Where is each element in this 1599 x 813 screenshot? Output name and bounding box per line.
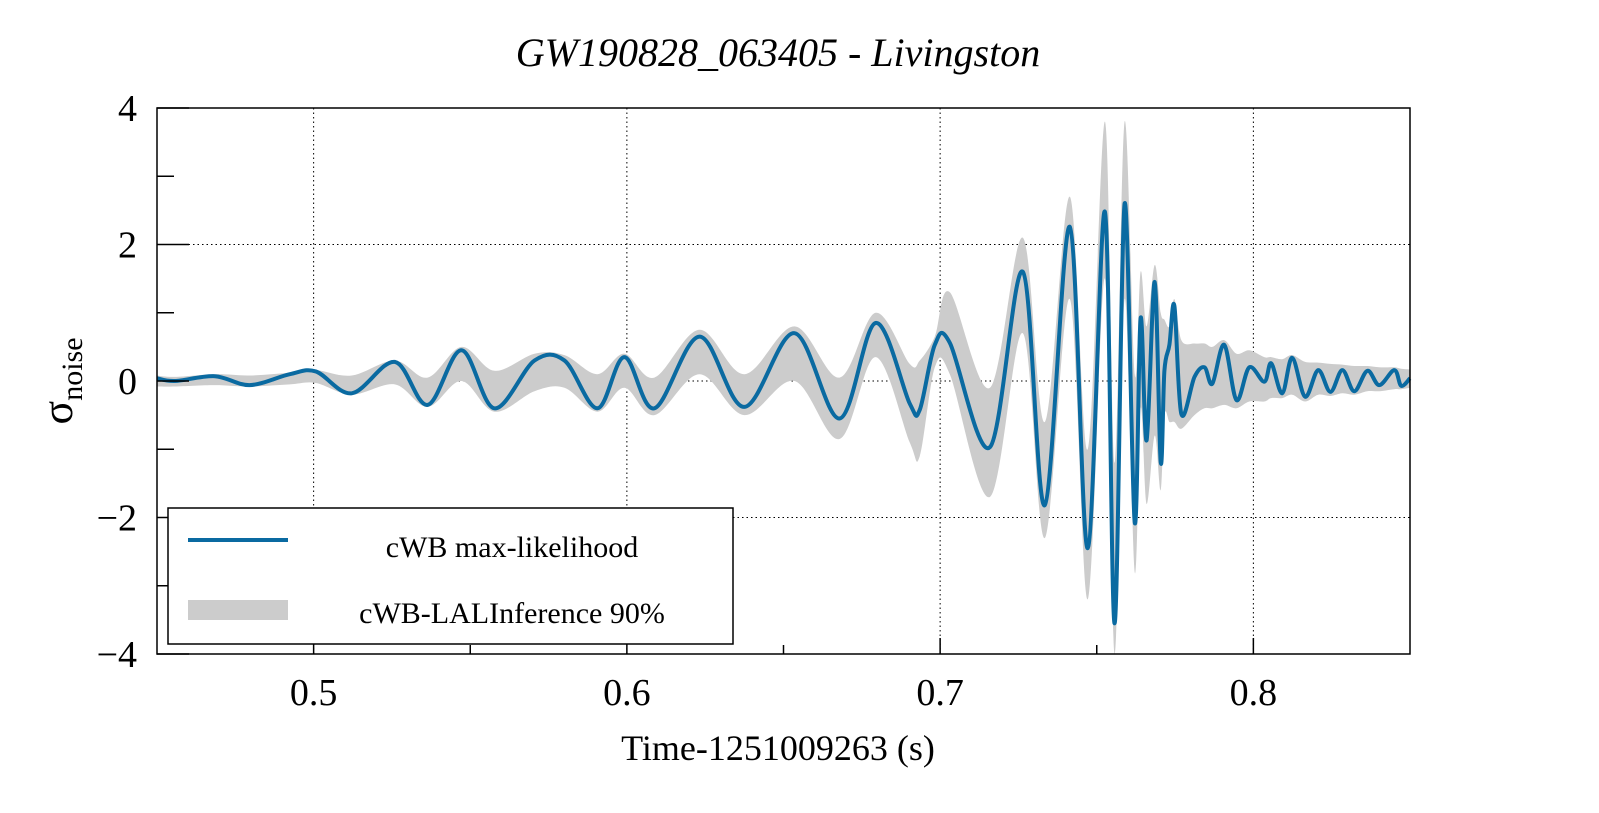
y-tick-label: −2 <box>97 498 137 540</box>
x-tick-label: 0.5 <box>290 672 338 714</box>
legend-box <box>167 507 734 645</box>
y-axis-label-main: σ <box>33 401 82 425</box>
y-tick-labels: 4 2 0 −2 −4 <box>97 88 137 676</box>
svg-text:σnoise: σnoise <box>33 337 89 424</box>
x-axis-label: Time-1251009263 (s) <box>621 728 935 768</box>
legend-label-line: cWB max-likelihood <box>386 531 638 564</box>
legend-label-band: cWB-LALInference 90% <box>359 597 665 630</box>
x-tick-labels: 0.5 0.6 0.7 0.8 <box>290 672 1277 714</box>
y-axis-label-sub: noise <box>56 337 89 400</box>
legend: cWB max-likelihood cWB-LALInference 90% <box>167 507 734 645</box>
x-tick-label: 0.8 <box>1230 672 1278 714</box>
chart-title: GW190828_063405 - Livingston <box>516 30 1040 75</box>
y-tick-label: −4 <box>97 634 137 676</box>
x-tick-label: 0.7 <box>916 672 964 714</box>
y-tick-label: 0 <box>118 361 137 403</box>
y-tick-label: 4 <box>118 88 137 130</box>
x-tick-label: 0.6 <box>603 672 651 714</box>
y-tick-label: 2 <box>118 225 137 267</box>
legend-band-swatch <box>188 600 288 620</box>
max-likelihood-line <box>156 201 1412 626</box>
y-axis-label: σnoise <box>33 337 89 424</box>
axis-ticks <box>157 107 1255 655</box>
